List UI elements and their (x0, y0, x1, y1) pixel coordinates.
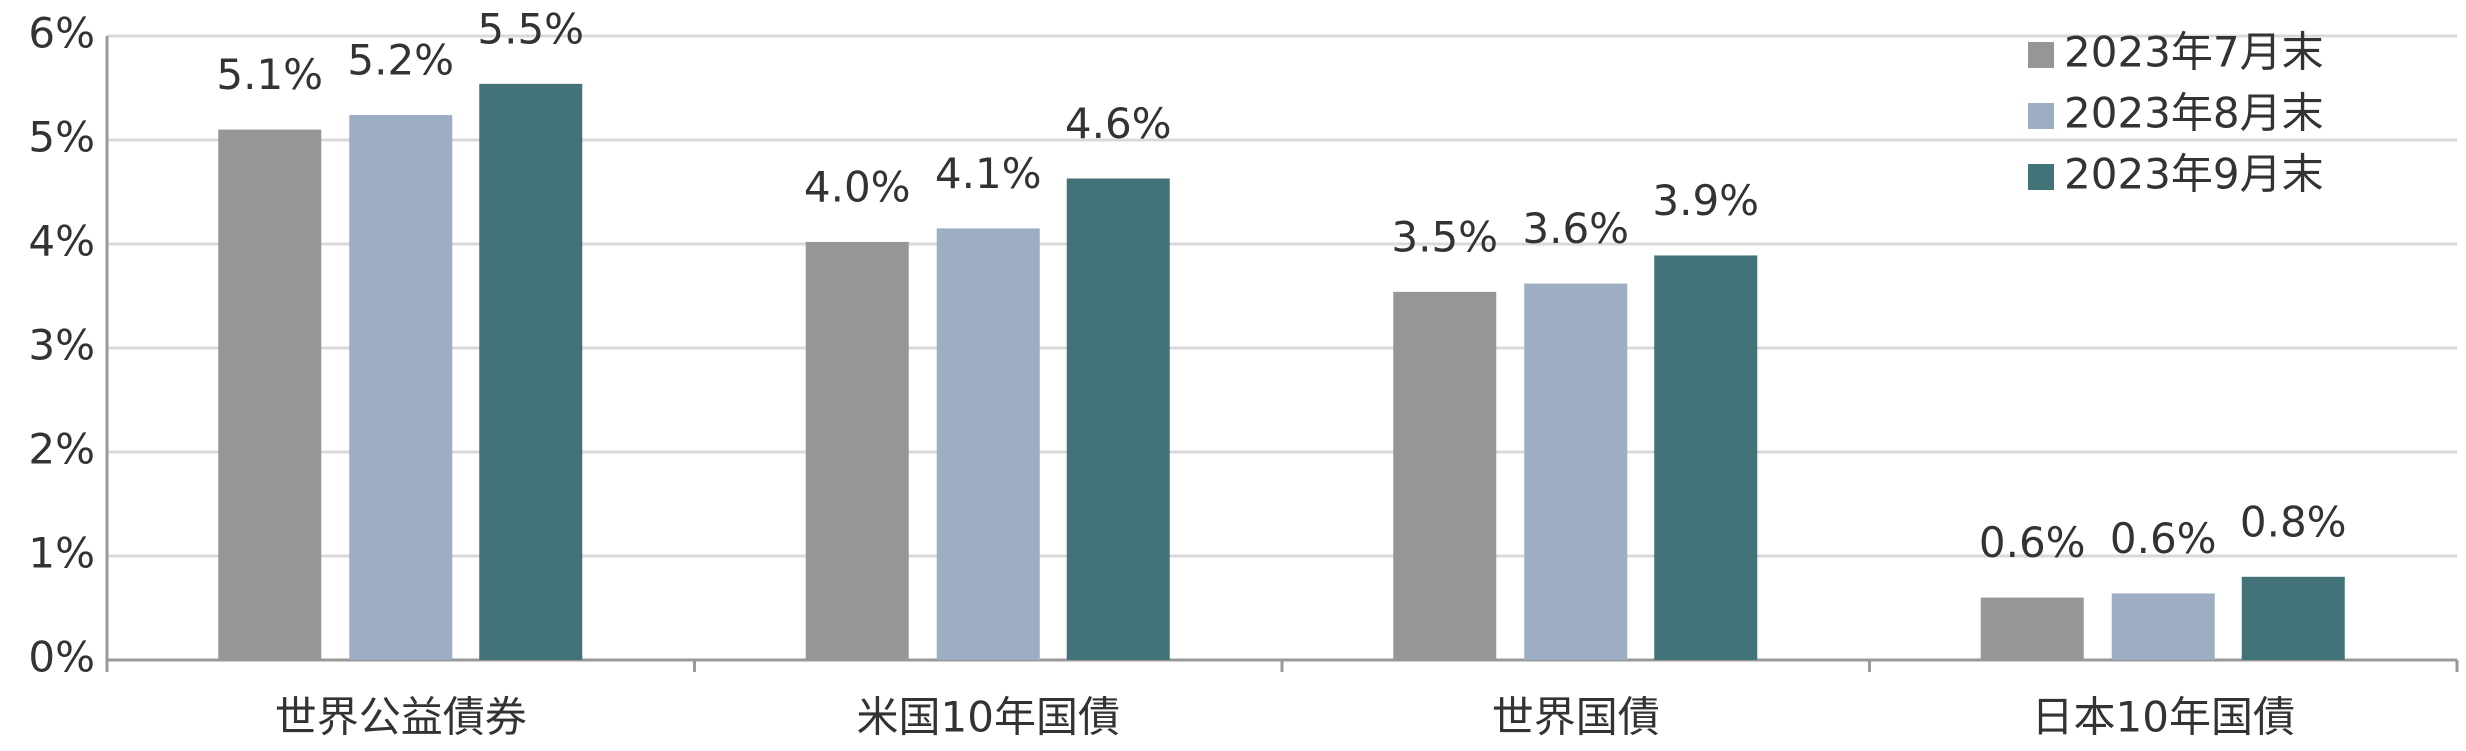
bar (218, 129, 322, 661)
value-label: 4.0% (804, 162, 911, 211)
legend-swatch (2028, 164, 2054, 190)
y-tick-label: 6% (28, 9, 95, 58)
legend-label: 2023年8月末 (2064, 89, 2324, 138)
value-label: 4.1% (935, 149, 1042, 198)
y-tick-label: 5% (28, 113, 95, 162)
legend-label: 2023年9月末 (2064, 150, 2324, 199)
legend-swatch (2028, 103, 2054, 129)
y-tick-label: 1% (28, 529, 95, 578)
value-label: 5.1% (216, 50, 323, 99)
x-tick-label: 米国10年国債 (857, 693, 1120, 742)
value-label: 4.6% (1065, 99, 1172, 148)
bar (1066, 178, 1170, 661)
bar (1393, 291, 1497, 660)
legend-swatch (2028, 42, 2054, 68)
value-label: 5.2% (347, 36, 454, 85)
bar (805, 241, 909, 661)
bar (1654, 255, 1758, 660)
y-tick-label: 0% (28, 633, 95, 682)
value-label: 0.8% (2240, 497, 2347, 546)
y-tick-label: 3% (28, 321, 95, 370)
bar (2111, 593, 2215, 660)
y-tick-label: 2% (28, 425, 95, 474)
legend-label: 2023年7月末 (2064, 28, 2324, 77)
value-label: 0.6% (2110, 514, 2217, 563)
value-label: 3.9% (1652, 176, 1759, 225)
value-label: 3.6% (1522, 204, 1629, 253)
x-tick-label: 世界国債 (1492, 693, 1660, 742)
bar (936, 228, 1040, 660)
value-label: 5.5% (477, 4, 584, 53)
bar (479, 83, 583, 661)
value-label: 3.5% (1391, 212, 1498, 261)
y-tick-label: 4% (28, 217, 95, 266)
value-label: 0.6% (1979, 518, 2086, 567)
bar (1980, 597, 2084, 660)
bar (349, 115, 453, 661)
x-tick-label: 世界公益債券 (275, 693, 527, 742)
bar (1524, 283, 1628, 660)
bar (2241, 576, 2345, 660)
x-tick-label: 日本10年国債 (2032, 693, 2295, 742)
